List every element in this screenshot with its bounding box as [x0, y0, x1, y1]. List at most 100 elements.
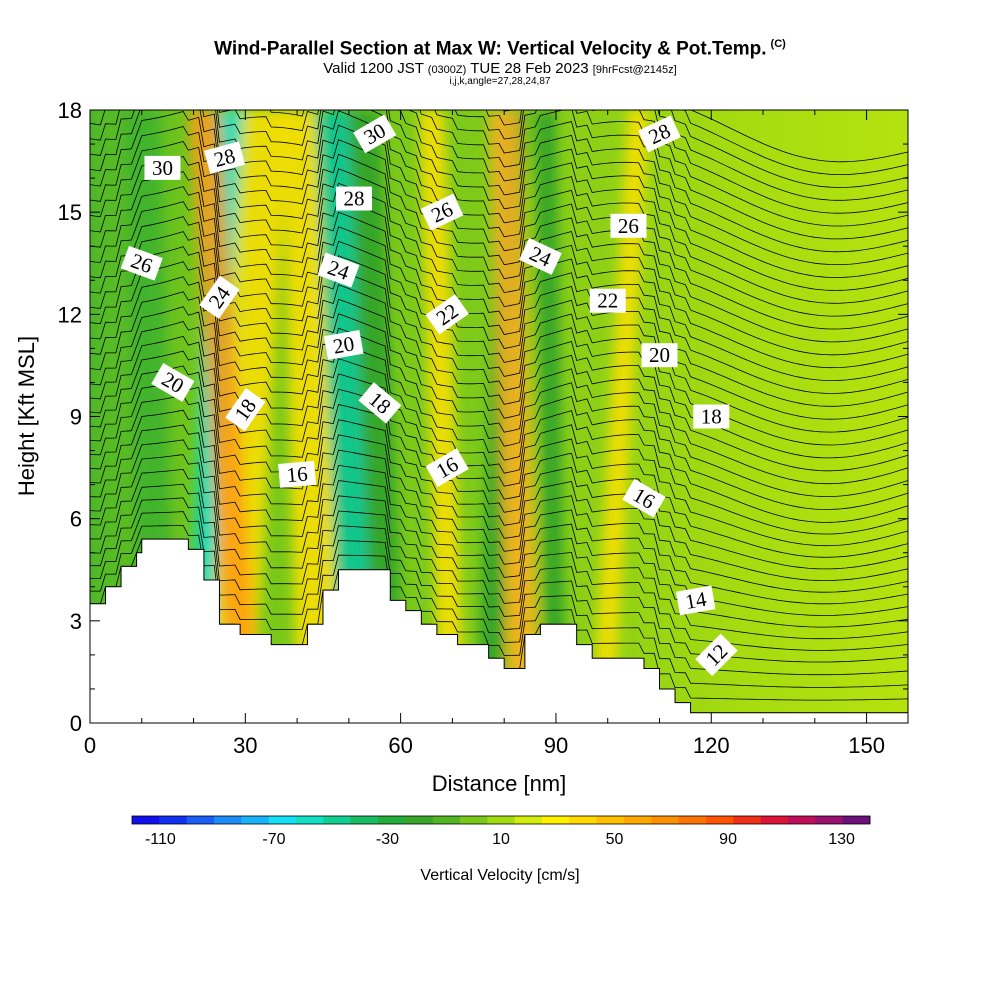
- contour-label-box: [622, 478, 666, 518]
- contour-label-text: 14: [683, 587, 708, 614]
- contour-label-26: 26: [120, 245, 163, 281]
- theta-contour-line: [90, 276, 908, 497]
- velocity-band-6: [348, 110, 406, 723]
- y-tick-label: 9: [70, 405, 82, 430]
- contour-label-box: [695, 633, 738, 677]
- colorbar-frame: [131, 815, 871, 825]
- velocity-band-11: [592, 110, 650, 723]
- x-tick-label: 150: [848, 733, 885, 758]
- contour-label-box: [317, 252, 360, 288]
- theta-contour-line: [90, 424, 908, 616]
- colorbar-swatch: [460, 816, 488, 824]
- theta-contour-line: [419, 110, 908, 253]
- velocity-band-3: [188, 110, 261, 723]
- theta-contour-line: [269, 110, 908, 278]
- theta-contour-line: [90, 321, 908, 535]
- colorbar-swatch: [624, 816, 652, 824]
- theta-contour-line: [90, 350, 908, 558]
- theta-contour-line: [90, 141, 908, 381]
- theta-contour-line: [681, 110, 908, 176]
- colorbar-swatch: [760, 816, 789, 824]
- y-tick-label: 18: [58, 98, 82, 123]
- contour-label-box: [204, 141, 246, 174]
- x-tick-label: 120: [693, 733, 730, 758]
- colorbar-swatch: [214, 816, 242, 824]
- colorbar-label: Vertical Velocity [cm/s]: [420, 867, 579, 884]
- forecast-info: [9hrFcst@2145z]: [592, 64, 677, 76]
- contour-label-box: [420, 193, 464, 231]
- theta-contour-line: [485, 110, 908, 214]
- colorbar-swatch: [132, 816, 160, 824]
- theta-contour-line: [90, 394, 908, 593]
- colorbar-swatch: [542, 816, 570, 824]
- chart-title: Wind-Parallel Section at Max W: Vertical…: [0, 38, 1000, 60]
- colorbar-tick-label: 90: [719, 831, 737, 848]
- chart-title-text: Wind-Parallel Section at Max W: Vertical…: [214, 38, 767, 60]
- colorbar-swatch: [159, 816, 188, 824]
- colorbar-swatch: [432, 816, 461, 824]
- grid-params: i,j,k,angle=27,28,24,87: [449, 76, 551, 87]
- x-tick-label: 60: [388, 733, 412, 758]
- theta-contour-line: [90, 511, 908, 688]
- colorbar-swatch: [733, 816, 762, 824]
- colorbar-swatch: [241, 816, 270, 824]
- theta-contour-line: [503, 110, 908, 201]
- contour-label-28: 28: [336, 186, 373, 211]
- colorbar-swatch: [678, 816, 707, 824]
- contour-label-box: [336, 186, 373, 211]
- contour-label-box: [425, 448, 469, 487]
- y-tick-label: 12: [58, 302, 82, 327]
- terrain: [90, 538, 908, 723]
- contour-label-box: [144, 155, 181, 180]
- colorbar-swatch: [651, 816, 680, 824]
- contour-label-box: [641, 343, 678, 368]
- contour-label-box: [120, 245, 163, 281]
- colorbar-swatch: [788, 816, 816, 824]
- colorbar-swatch: [296, 816, 324, 824]
- colorbar-swatch: [815, 816, 844, 824]
- contour-label-text: 16: [286, 462, 309, 488]
- colorbar-swatch: [350, 816, 379, 824]
- theta-contour-line: [90, 497, 908, 676]
- theta-contour-line: [90, 111, 908, 356]
- theta-contour-line: [90, 171, 908, 407]
- contour-label-text: 18: [701, 405, 722, 429]
- theta-contour-line: [90, 110, 908, 343]
- contour-label-box: [225, 388, 266, 432]
- theta-contour-line: [90, 291, 908, 510]
- colorbar-tick-label: 50: [606, 831, 624, 848]
- contour-label-18: 18: [693, 404, 730, 429]
- colorbar-swatch: [842, 816, 871, 824]
- contour-label-20: 20: [323, 330, 364, 360]
- contour-label-text: 30: [152, 156, 173, 180]
- x-tick-label: 0: [84, 733, 96, 758]
- contour-label-text: 20: [331, 331, 356, 358]
- contour-label-box: [610, 213, 647, 238]
- theta-contour-line: [90, 261, 908, 485]
- theta-contour-line: [90, 365, 908, 570]
- theta-contour-line: [454, 110, 908, 227]
- theta-contour-line: [90, 524, 908, 701]
- contour-label-box: [638, 115, 681, 153]
- y-tick-label: 6: [70, 507, 82, 532]
- theta-contour-line: [90, 483, 908, 663]
- contour-label-box: [323, 330, 364, 360]
- theta-contour-line: [90, 335, 908, 547]
- valid-utc: (0300Z): [427, 64, 467, 76]
- contour-label-16: 16: [278, 460, 317, 488]
- colorbar-swatch: [378, 816, 406, 824]
- theta-contour-line: [90, 306, 908, 523]
- contour-label-box: [199, 275, 240, 319]
- velocity-band-7: [418, 110, 466, 723]
- contour-label-box: [425, 294, 469, 335]
- contour-label-text: 22: [597, 289, 618, 313]
- colorbar-swatch: [706, 816, 734, 824]
- valid-main: Valid 1200 JST: [323, 60, 424, 77]
- x-axis-title: Distance [nm]: [432, 771, 567, 796]
- chart-subtitle: Valid 1200 JST (0300Z) TUE 28 Feb 2023 […: [0, 60, 1000, 77]
- colorbar-tick-label: -30: [376, 831, 399, 848]
- colorbar-tick-label: 10: [492, 831, 510, 848]
